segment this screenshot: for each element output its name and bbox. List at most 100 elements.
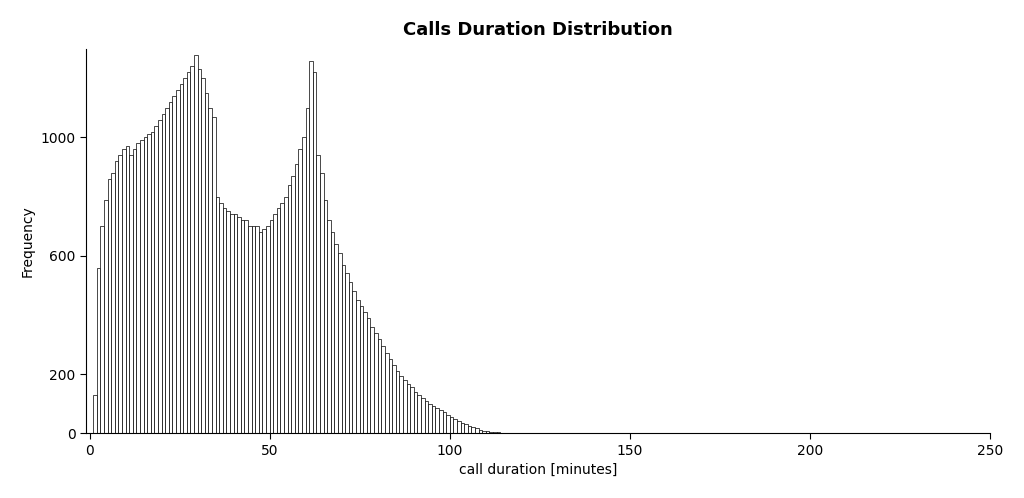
- Bar: [471, 427, 475, 433]
- Bar: [338, 253, 342, 433]
- Bar: [407, 384, 411, 433]
- Bar: [133, 149, 136, 433]
- Bar: [194, 55, 198, 433]
- Bar: [226, 211, 230, 433]
- Bar: [468, 426, 471, 433]
- Bar: [392, 365, 395, 433]
- Bar: [288, 185, 291, 433]
- Bar: [385, 354, 388, 433]
- Bar: [335, 244, 338, 433]
- Bar: [313, 72, 316, 433]
- Bar: [129, 155, 133, 433]
- Bar: [209, 108, 212, 433]
- Bar: [186, 72, 190, 433]
- Bar: [432, 406, 435, 433]
- Bar: [374, 333, 378, 433]
- Bar: [399, 375, 402, 433]
- Bar: [126, 146, 129, 433]
- Bar: [252, 226, 255, 433]
- Bar: [402, 380, 407, 433]
- Bar: [104, 200, 108, 433]
- Bar: [115, 161, 119, 433]
- Bar: [147, 134, 151, 433]
- Bar: [266, 226, 269, 433]
- Bar: [493, 432, 497, 433]
- Bar: [143, 137, 147, 433]
- Bar: [96, 267, 100, 433]
- Bar: [457, 421, 461, 433]
- Bar: [93, 395, 96, 433]
- Bar: [230, 214, 233, 433]
- Bar: [482, 431, 485, 433]
- Title: Calls Duration Distribution: Calls Duration Distribution: [403, 21, 673, 39]
- Bar: [331, 232, 335, 433]
- Bar: [475, 428, 478, 433]
- Bar: [464, 424, 468, 433]
- Bar: [395, 371, 399, 433]
- Bar: [342, 264, 345, 433]
- Bar: [255, 226, 259, 433]
- Bar: [352, 291, 356, 433]
- Bar: [349, 282, 352, 433]
- Bar: [219, 203, 223, 433]
- Bar: [262, 229, 266, 433]
- Bar: [309, 61, 313, 433]
- Bar: [169, 102, 172, 433]
- Bar: [223, 209, 226, 433]
- Bar: [324, 200, 328, 433]
- Bar: [183, 78, 186, 433]
- Bar: [100, 226, 104, 433]
- Bar: [151, 131, 155, 433]
- Bar: [302, 137, 305, 433]
- Y-axis label: Frequency: Frequency: [20, 205, 35, 277]
- Bar: [259, 232, 262, 433]
- Bar: [298, 149, 302, 433]
- Bar: [489, 432, 493, 433]
- Bar: [248, 226, 252, 433]
- Bar: [162, 114, 165, 433]
- Bar: [446, 415, 450, 433]
- Bar: [371, 327, 374, 433]
- Bar: [411, 387, 414, 433]
- Bar: [321, 173, 324, 433]
- Bar: [205, 93, 209, 433]
- Bar: [328, 220, 331, 433]
- Bar: [276, 209, 281, 433]
- Bar: [305, 108, 309, 433]
- Bar: [238, 217, 241, 433]
- Bar: [316, 155, 321, 433]
- Bar: [198, 69, 201, 433]
- Bar: [461, 422, 464, 433]
- Bar: [295, 164, 298, 433]
- Bar: [378, 339, 381, 433]
- Bar: [112, 173, 115, 433]
- Bar: [245, 220, 248, 433]
- Bar: [435, 408, 439, 433]
- Bar: [388, 359, 392, 433]
- Bar: [359, 306, 364, 433]
- Bar: [291, 176, 295, 433]
- Bar: [356, 300, 359, 433]
- Bar: [165, 108, 169, 433]
- Bar: [179, 84, 183, 433]
- Bar: [155, 125, 158, 433]
- Bar: [190, 66, 194, 433]
- Bar: [108, 179, 112, 433]
- Bar: [241, 220, 245, 433]
- Bar: [212, 117, 216, 433]
- Bar: [136, 143, 140, 433]
- Bar: [367, 318, 371, 433]
- Bar: [414, 392, 418, 433]
- Bar: [140, 140, 143, 433]
- X-axis label: call duration [minutes]: call duration [minutes]: [459, 463, 617, 477]
- Bar: [364, 312, 367, 433]
- Bar: [450, 417, 454, 433]
- Bar: [439, 410, 442, 433]
- Bar: [442, 412, 446, 433]
- Bar: [454, 419, 457, 433]
- Bar: [425, 401, 428, 433]
- Bar: [172, 96, 176, 433]
- Bar: [284, 197, 288, 433]
- Bar: [281, 203, 284, 433]
- Bar: [485, 431, 489, 433]
